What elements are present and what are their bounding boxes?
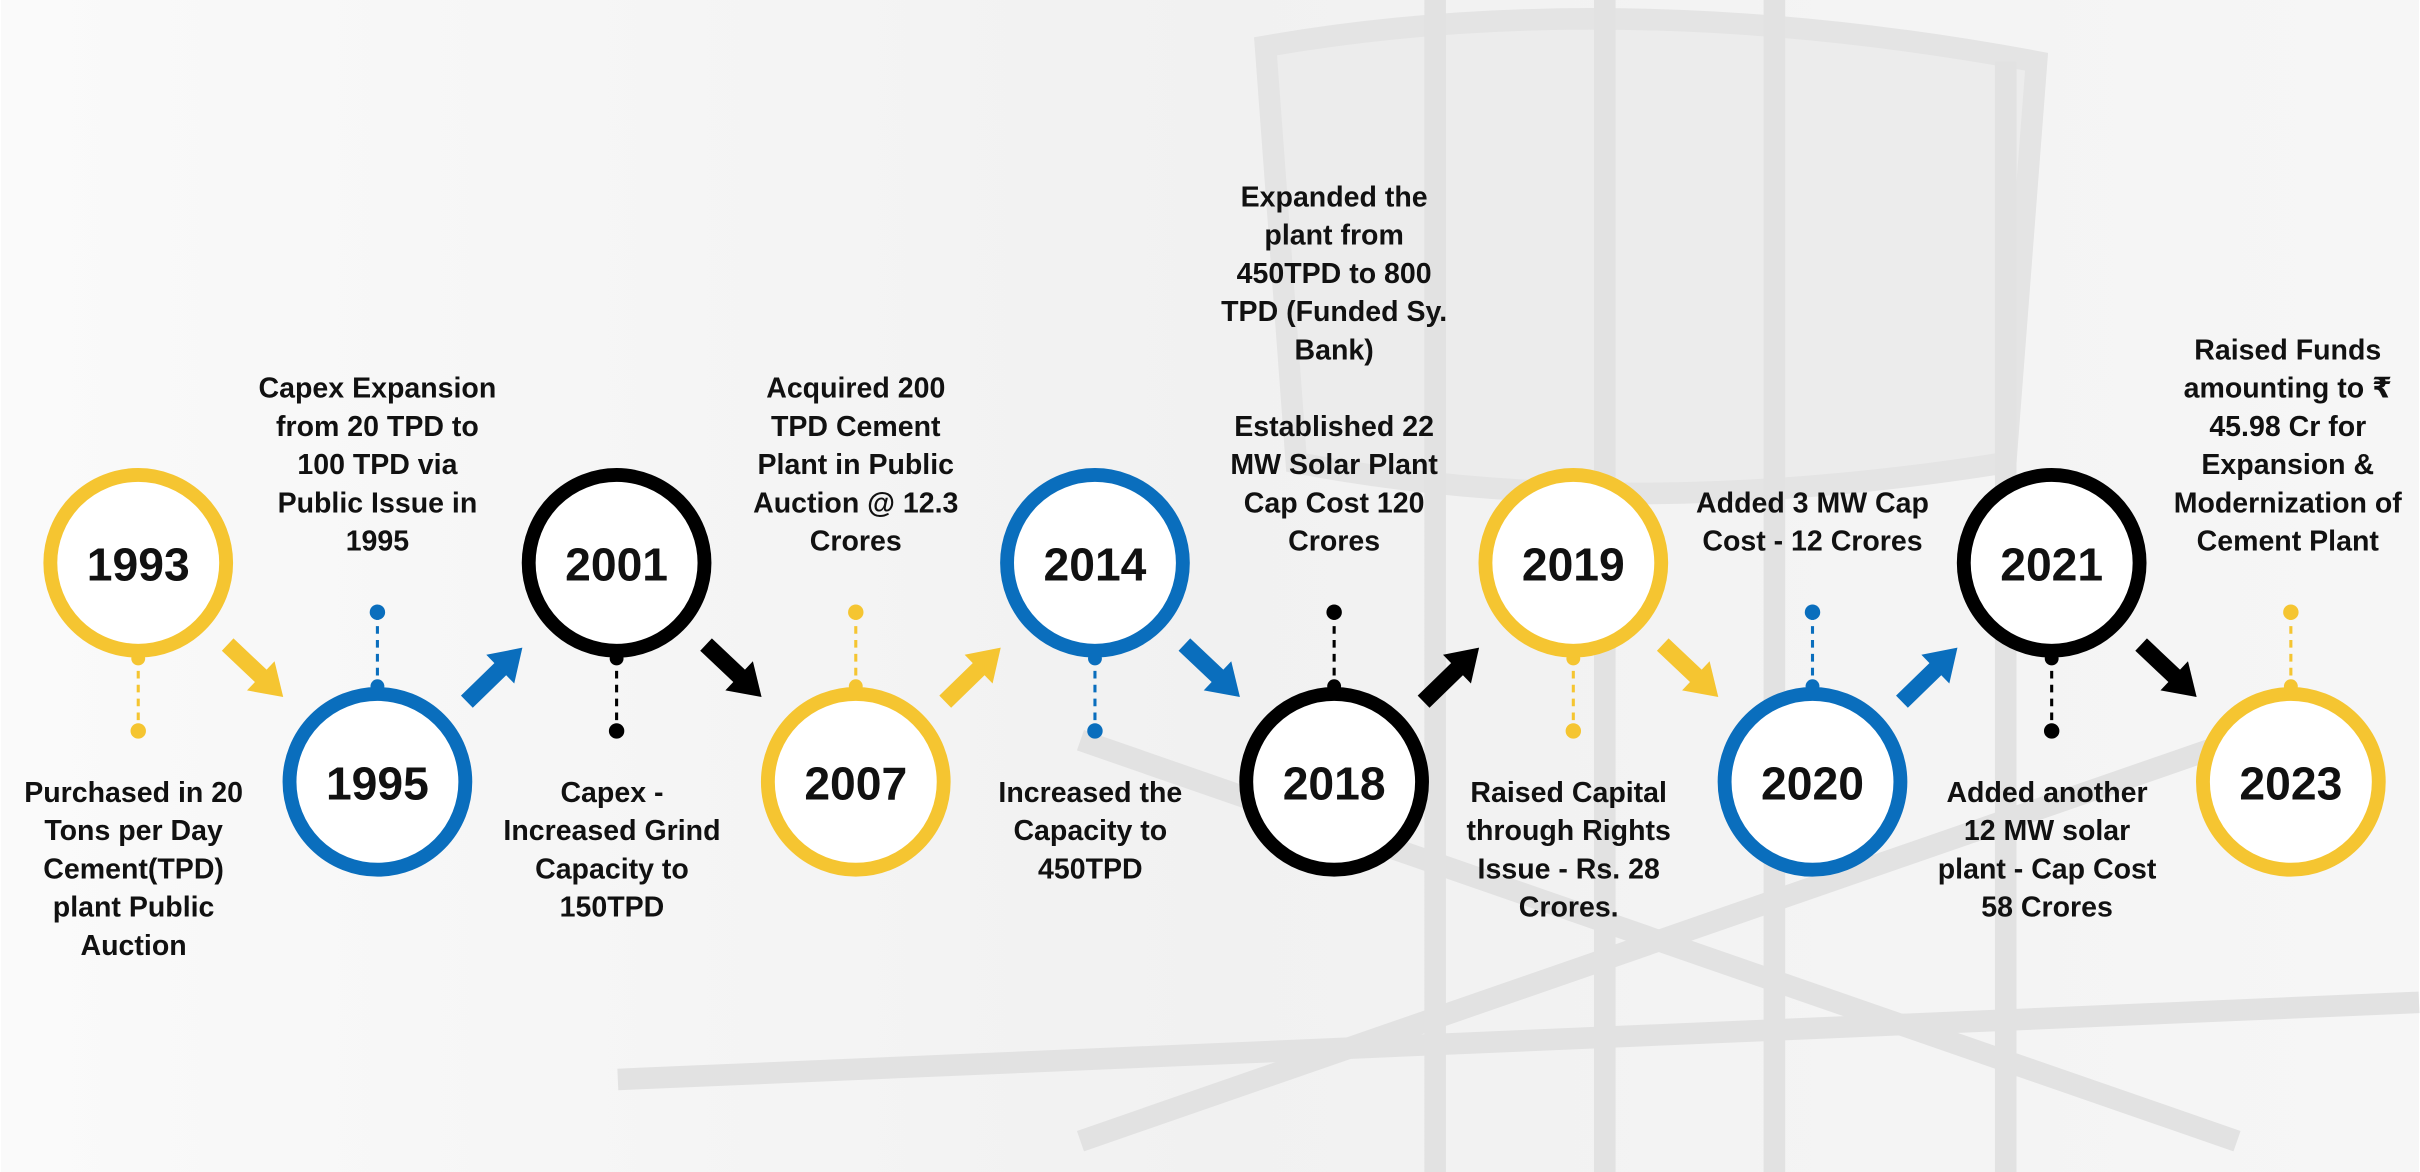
description-line: Expansion &: [2201, 449, 2374, 481]
description-line: Issue - Rs. 28: [1478, 853, 1660, 885]
arrow-head: [1203, 661, 1240, 698]
connector-dot: [2043, 723, 2060, 739]
connector-dot: [2283, 604, 2299, 620]
description-line: Capex -: [560, 777, 663, 809]
connector-dot: [1804, 604, 1821, 620]
description-line: from 20 TPD to: [276, 411, 479, 443]
description-line: 150TPD: [560, 892, 665, 924]
description-line: 100 TPD via: [297, 449, 458, 481]
connector-dot: [130, 723, 146, 739]
arrow-head: [1682, 661, 1719, 698]
description-line: Increased the: [998, 777, 1182, 809]
background-structure: [617, 0, 2420, 1172]
description-line: 58 Crores: [1981, 892, 2113, 924]
year-label: 2018: [1283, 757, 1386, 809]
description-line: Crores: [1288, 526, 1380, 558]
year-label: 2014: [1044, 538, 1147, 590]
year-label: 2007: [804, 757, 907, 809]
description-line: Auction @ 12.3: [753, 487, 958, 519]
year-circle: [1717, 687, 1908, 877]
description-line: Auction: [81, 930, 187, 962]
year-circle: [2196, 687, 2386, 877]
description-line: Purchased in 20: [24, 777, 243, 809]
year-circle: [1478, 468, 1669, 658]
description-line: Added another: [1946, 777, 2147, 809]
year-circle: [521, 468, 712, 658]
description-line: Cost - 12 Crores: [1702, 526, 1922, 558]
description-line: amounting to ₹: [2184, 373, 2392, 405]
description-line: plant from: [1264, 220, 1403, 252]
connector-dot: [1087, 723, 1103, 739]
description-line: Cement Plant: [2197, 526, 2380, 558]
description-line: Cement(TPD): [43, 853, 224, 885]
connector-dot: [369, 604, 386, 620]
description-line: Capacity to: [535, 853, 689, 885]
arrow-head: [725, 661, 762, 698]
arrow-head: [964, 647, 1001, 684]
year-label: 2021: [2000, 538, 2103, 590]
description-line: 1995: [346, 526, 410, 558]
description-line: 450TPD: [1038, 853, 1143, 885]
arrow-head: [247, 661, 284, 698]
year-label: 2019: [1522, 538, 1625, 590]
year-label: 1995: [326, 757, 429, 809]
year-circle: [1239, 687, 1429, 877]
connector-dot: [1565, 723, 1582, 739]
description-line: Established 22: [1234, 411, 1434, 443]
description-line: Crores.: [1519, 892, 1619, 924]
description-line: TPD Cement: [771, 411, 941, 443]
year-circle: [1000, 468, 1190, 658]
arrow-head: [1921, 647, 1958, 684]
description-line: Raised Capital: [1470, 777, 1667, 809]
description-line: 12 MW solar: [1964, 815, 2130, 847]
description-line: Bank): [1295, 334, 1374, 366]
year-label: 2023: [2239, 757, 2342, 809]
description-line: Crores: [810, 526, 902, 558]
description-line: Cap Cost 120: [1244, 487, 1425, 519]
year-circle: [282, 687, 473, 877]
connector-dot: [608, 723, 625, 739]
description-line: 450TPD to 800: [1237, 258, 1432, 290]
description-line: TPD (Funded Sy.: [1221, 296, 1447, 328]
connector-dot: [1326, 604, 1342, 620]
description-line: through Rights: [1467, 815, 1671, 847]
description-line: Raised Funds: [2194, 334, 2381, 366]
arrow-head: [486, 647, 523, 684]
arrow-head: [1443, 647, 1480, 684]
description-line: plant Public: [53, 892, 215, 924]
description-line: Increased Grind: [503, 815, 720, 847]
description-line: plant - Cap Cost: [1938, 853, 2157, 885]
description-line: Modernization of: [2174, 487, 2403, 519]
description-line: Expanded the: [1241, 181, 1428, 213]
year-label: 2020: [1761, 757, 1864, 809]
year-label: 1993: [87, 538, 190, 590]
description-line: Acquired 200: [766, 373, 945, 405]
description-line: Capacity to: [1013, 815, 1167, 847]
description-line: Plant in Public: [758, 449, 955, 481]
year-circle: [43, 468, 234, 658]
year-circle: [1956, 468, 2147, 658]
description-line: 45.98 Cr for: [2209, 411, 2366, 443]
description-line: Added 3 MW Cap: [1696, 487, 1929, 519]
connector-dot: [848, 604, 864, 620]
description-line: Tons per Day: [44, 815, 223, 847]
description-line: Capex Expansion: [259, 373, 497, 405]
description-line: MW Solar Plant: [1230, 449, 1438, 481]
description-line: Public Issue in: [278, 487, 478, 519]
arrow-head: [2160, 661, 2197, 698]
year-label: 2001: [565, 538, 668, 590]
year-circle: [760, 687, 951, 877]
